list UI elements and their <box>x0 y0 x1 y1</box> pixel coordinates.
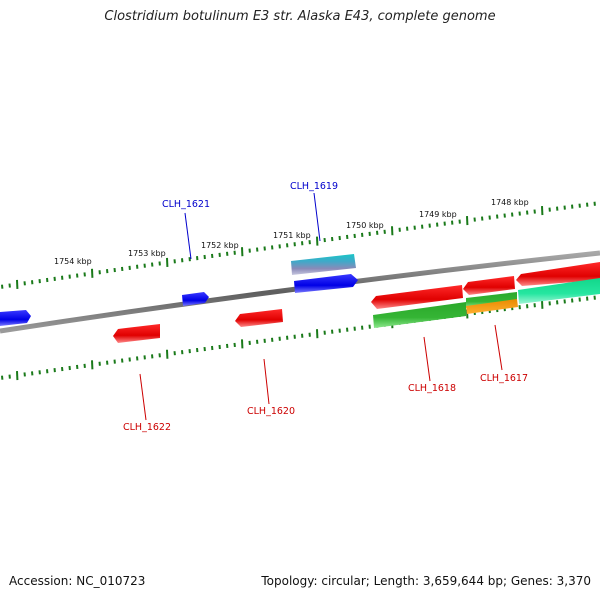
reverse-strand-genes <box>113 262 600 343</box>
tick-label: 1752 kbp <box>201 241 239 250</box>
genome-summary-text: Topology: circular; Length: 3,659,644 bp… <box>261 574 591 588</box>
map-title: Clostridium botulinum E3 str. Alaska E43… <box>104 9 496 24</box>
gene-labels: CLH_1621 CLH_1619 CLH_1622 CLH_1620 CLH_… <box>123 181 528 433</box>
gene-feature[interactable] <box>373 302 466 328</box>
gene-feature[interactable] <box>0 310 31 326</box>
gene-label-clh-1621[interactable]: CLH_1621 <box>162 199 210 210</box>
gene-feature[interactable] <box>466 299 518 314</box>
gene-leader-lines <box>139 192 503 421</box>
gene-feature[interactable] <box>463 276 515 295</box>
tick-label: 1750 kbp <box>346 221 384 230</box>
leader-line <box>139 373 147 421</box>
gene-feature[interactable] <box>113 324 160 343</box>
gene-feature[interactable] <box>182 292 209 306</box>
gene-label-clh-1617[interactable]: CLH_1617 <box>480 373 528 384</box>
gene-feature[interactable] <box>466 292 517 308</box>
tick-labels: 1754 kbp 1753 kbp 1752 kbp 1751 kbp 1750… <box>54 198 529 266</box>
gene-feature[interactable] <box>371 285 463 309</box>
gene-label-clh-1620[interactable]: CLH_1620 <box>247 406 295 417</box>
gene-label-clh-1618[interactable]: CLH_1618 <box>408 383 456 394</box>
forward-strand-genes <box>0 254 358 326</box>
gene-feature[interactable] <box>516 262 600 286</box>
tick-label: 1748 kbp <box>491 198 529 207</box>
leader-line <box>494 324 503 371</box>
leader-line <box>263 358 270 405</box>
leader-line <box>423 336 431 382</box>
gene-feature[interactable] <box>294 274 358 293</box>
tick-label: 1749 kbp <box>419 210 457 219</box>
accession-text: Accession: NC_010723 <box>9 574 146 588</box>
gene-feature[interactable] <box>235 309 283 327</box>
gene-label-clh-1619[interactable]: CLH_1619 <box>290 181 338 192</box>
tick-label: 1754 kbp <box>54 257 92 266</box>
gene-feature[interactable] <box>291 254 356 275</box>
leader-line <box>184 212 192 260</box>
leader-line <box>313 192 321 242</box>
tick-label: 1753 kbp <box>128 249 166 258</box>
outer-tick-ring <box>1 201 596 289</box>
gene-feature[interactable] <box>518 278 600 304</box>
gene-label-clh-1622[interactable]: CLH_1622 <box>123 422 171 433</box>
tick-label: 1751 kbp <box>273 231 311 240</box>
